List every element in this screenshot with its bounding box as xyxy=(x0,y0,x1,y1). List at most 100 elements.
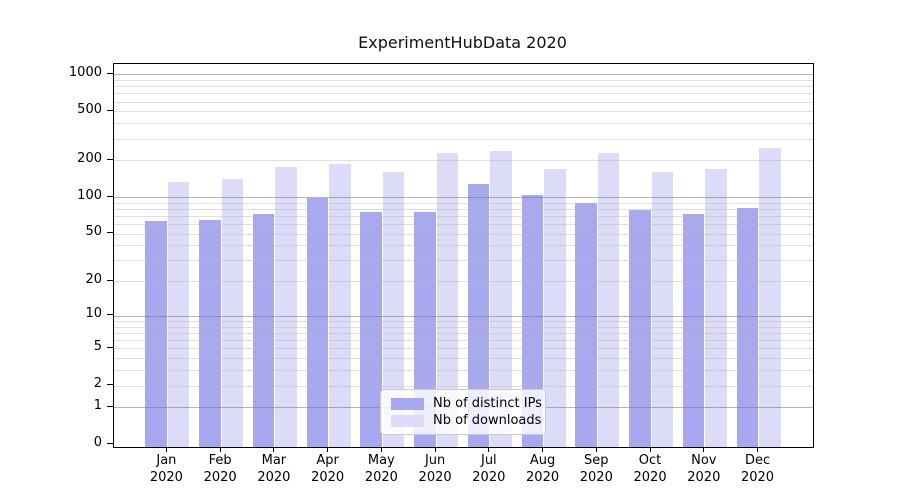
bar-downloads-dec xyxy=(759,147,781,447)
x-tick-label-jul: Jul 2020 xyxy=(457,452,521,486)
bar-distinct-ips-jun xyxy=(414,211,436,447)
x-tick-year: 2020 xyxy=(149,470,183,485)
x-tick-month: Apr xyxy=(316,453,339,468)
y-tick-label-1000: 1000 xyxy=(68,64,102,80)
x-tick-month: Jun xyxy=(424,453,446,468)
bar-distinct-ips-mar xyxy=(252,213,275,447)
major-gridline-10 xyxy=(114,315,813,317)
y-tick-label-10: 10 xyxy=(85,306,102,322)
bar-distinct-ips-may xyxy=(360,211,382,447)
minor-gridline-200 xyxy=(114,160,813,162)
legend-item-downloads: Nb of downloads xyxy=(391,412,541,429)
y-tick-2 xyxy=(107,384,113,386)
x-tick-year: 2020 xyxy=(687,470,721,485)
bar-downloads-feb xyxy=(221,179,244,447)
legend-label-distinct-ips: Nb of distinct IPs xyxy=(433,396,542,411)
x-tick-month: Mar xyxy=(261,453,287,468)
x-tick-label-aug: Aug 2020 xyxy=(511,452,575,486)
minor-gridline-20 xyxy=(114,281,813,283)
y-tick-500 xyxy=(107,109,113,111)
x-tick-label-feb: Feb 2020 xyxy=(188,452,252,486)
minor-gridline-900 xyxy=(114,79,813,81)
minor-gridline-8 xyxy=(114,326,813,328)
legend: Nb of distinct IPs Nb of downloads xyxy=(380,389,546,435)
minor-gridline-4 xyxy=(114,358,813,360)
x-tick-label-may: May 2020 xyxy=(349,452,413,486)
x-tick-year: 2020 xyxy=(203,470,237,485)
y-tick-50 xyxy=(107,232,113,234)
minor-gridline-50 xyxy=(114,233,813,235)
x-tick-year: 2020 xyxy=(526,470,560,485)
minor-gridline-70 xyxy=(114,216,813,218)
minor-gridline-600 xyxy=(114,101,813,103)
x-tick-month: Dec xyxy=(744,453,771,468)
minor-gridline-700 xyxy=(114,93,813,95)
legend-swatch-distinct-ips xyxy=(391,397,424,410)
minor-gridline-2 xyxy=(114,385,813,387)
bar-downloads-mar xyxy=(275,167,297,447)
bar-distinct-ips-aug xyxy=(521,195,544,447)
y-tick-label-100: 100 xyxy=(77,187,102,203)
x-tick-aug xyxy=(542,447,544,452)
chart-title: ExperimentHubData 2020 xyxy=(358,33,567,52)
x-tick-jan xyxy=(165,447,167,452)
x-tick-mar xyxy=(273,447,275,452)
x-tick-year: 2020 xyxy=(418,470,452,485)
minor-gridline-80 xyxy=(114,208,813,210)
y-tick-label-200: 200 xyxy=(77,150,102,166)
x-tick-label-dec: Dec 2020 xyxy=(726,452,790,486)
x-tick-month: Sep xyxy=(584,453,609,468)
bar-downloads-nov xyxy=(705,169,727,447)
major-gridline-100 xyxy=(114,197,813,199)
x-tick-month: Oct xyxy=(638,453,662,468)
bar-downloads-jun xyxy=(436,153,459,447)
x-tick-jul xyxy=(488,447,490,452)
x-tick-jun xyxy=(434,447,436,452)
legend-label-downloads: Nb of downloads xyxy=(433,413,542,428)
bar-distinct-ips-feb xyxy=(199,219,221,447)
bar-downloads-sep xyxy=(597,152,620,447)
bar-downloads-jul xyxy=(490,150,512,447)
x-tick-year: 2020 xyxy=(633,470,667,485)
y-tick-100 xyxy=(107,195,113,197)
y-tick-200 xyxy=(107,158,113,160)
bar-distinct-ips-jul xyxy=(467,183,490,447)
bar-downloads-may xyxy=(382,171,405,447)
minor-gridline-3 xyxy=(114,370,813,372)
y-tick-label-500: 500 xyxy=(77,101,102,117)
legend-item-distinct-ips: Nb of distinct IPs xyxy=(391,395,542,412)
minor-gridline-9 xyxy=(114,321,813,323)
y-tick-0 xyxy=(107,443,113,444)
minor-gridline-400 xyxy=(114,123,813,125)
x-tick-feb xyxy=(219,447,221,452)
x-tick-year: 2020 xyxy=(364,470,398,485)
minor-gridline-800 xyxy=(114,86,813,88)
x-tick-label-jun: Jun 2020 xyxy=(403,452,467,486)
minor-gridline-5 xyxy=(114,348,813,350)
x-tick-label-oct: Oct 2020 xyxy=(618,452,682,486)
bar-downloads-jan xyxy=(167,181,190,447)
x-tick-month: May xyxy=(367,453,395,468)
bar-distinct-ips-jan xyxy=(145,220,167,447)
x-tick-sep xyxy=(595,447,597,452)
y-tick-label-20: 20 xyxy=(85,271,102,287)
x-tick-year: 2020 xyxy=(311,470,345,485)
bar-distinct-ips-oct xyxy=(629,210,651,447)
minor-gridline-500 xyxy=(114,111,813,113)
x-tick-month: Feb xyxy=(208,453,232,468)
x-tick-month: Jan xyxy=(156,453,177,468)
minor-gridline-30 xyxy=(114,260,813,262)
minor-gridline-300 xyxy=(114,138,813,140)
y-tick-label-0: 0 xyxy=(93,435,102,450)
x-tick-dec xyxy=(757,447,759,452)
minor-gridline-7 xyxy=(114,333,813,335)
y-tick-label-1: 1 xyxy=(93,397,102,413)
x-tick-oct xyxy=(649,447,651,452)
y-tick-10 xyxy=(107,314,113,316)
y-tick-1000 xyxy=(107,72,113,74)
x-tick-year: 2020 xyxy=(257,470,291,485)
y-tick-1 xyxy=(107,405,113,407)
minor-gridline-6 xyxy=(114,340,813,342)
bar-distinct-ips-sep xyxy=(575,203,597,447)
x-tick-label-jan: Jan 2020 xyxy=(134,452,198,486)
